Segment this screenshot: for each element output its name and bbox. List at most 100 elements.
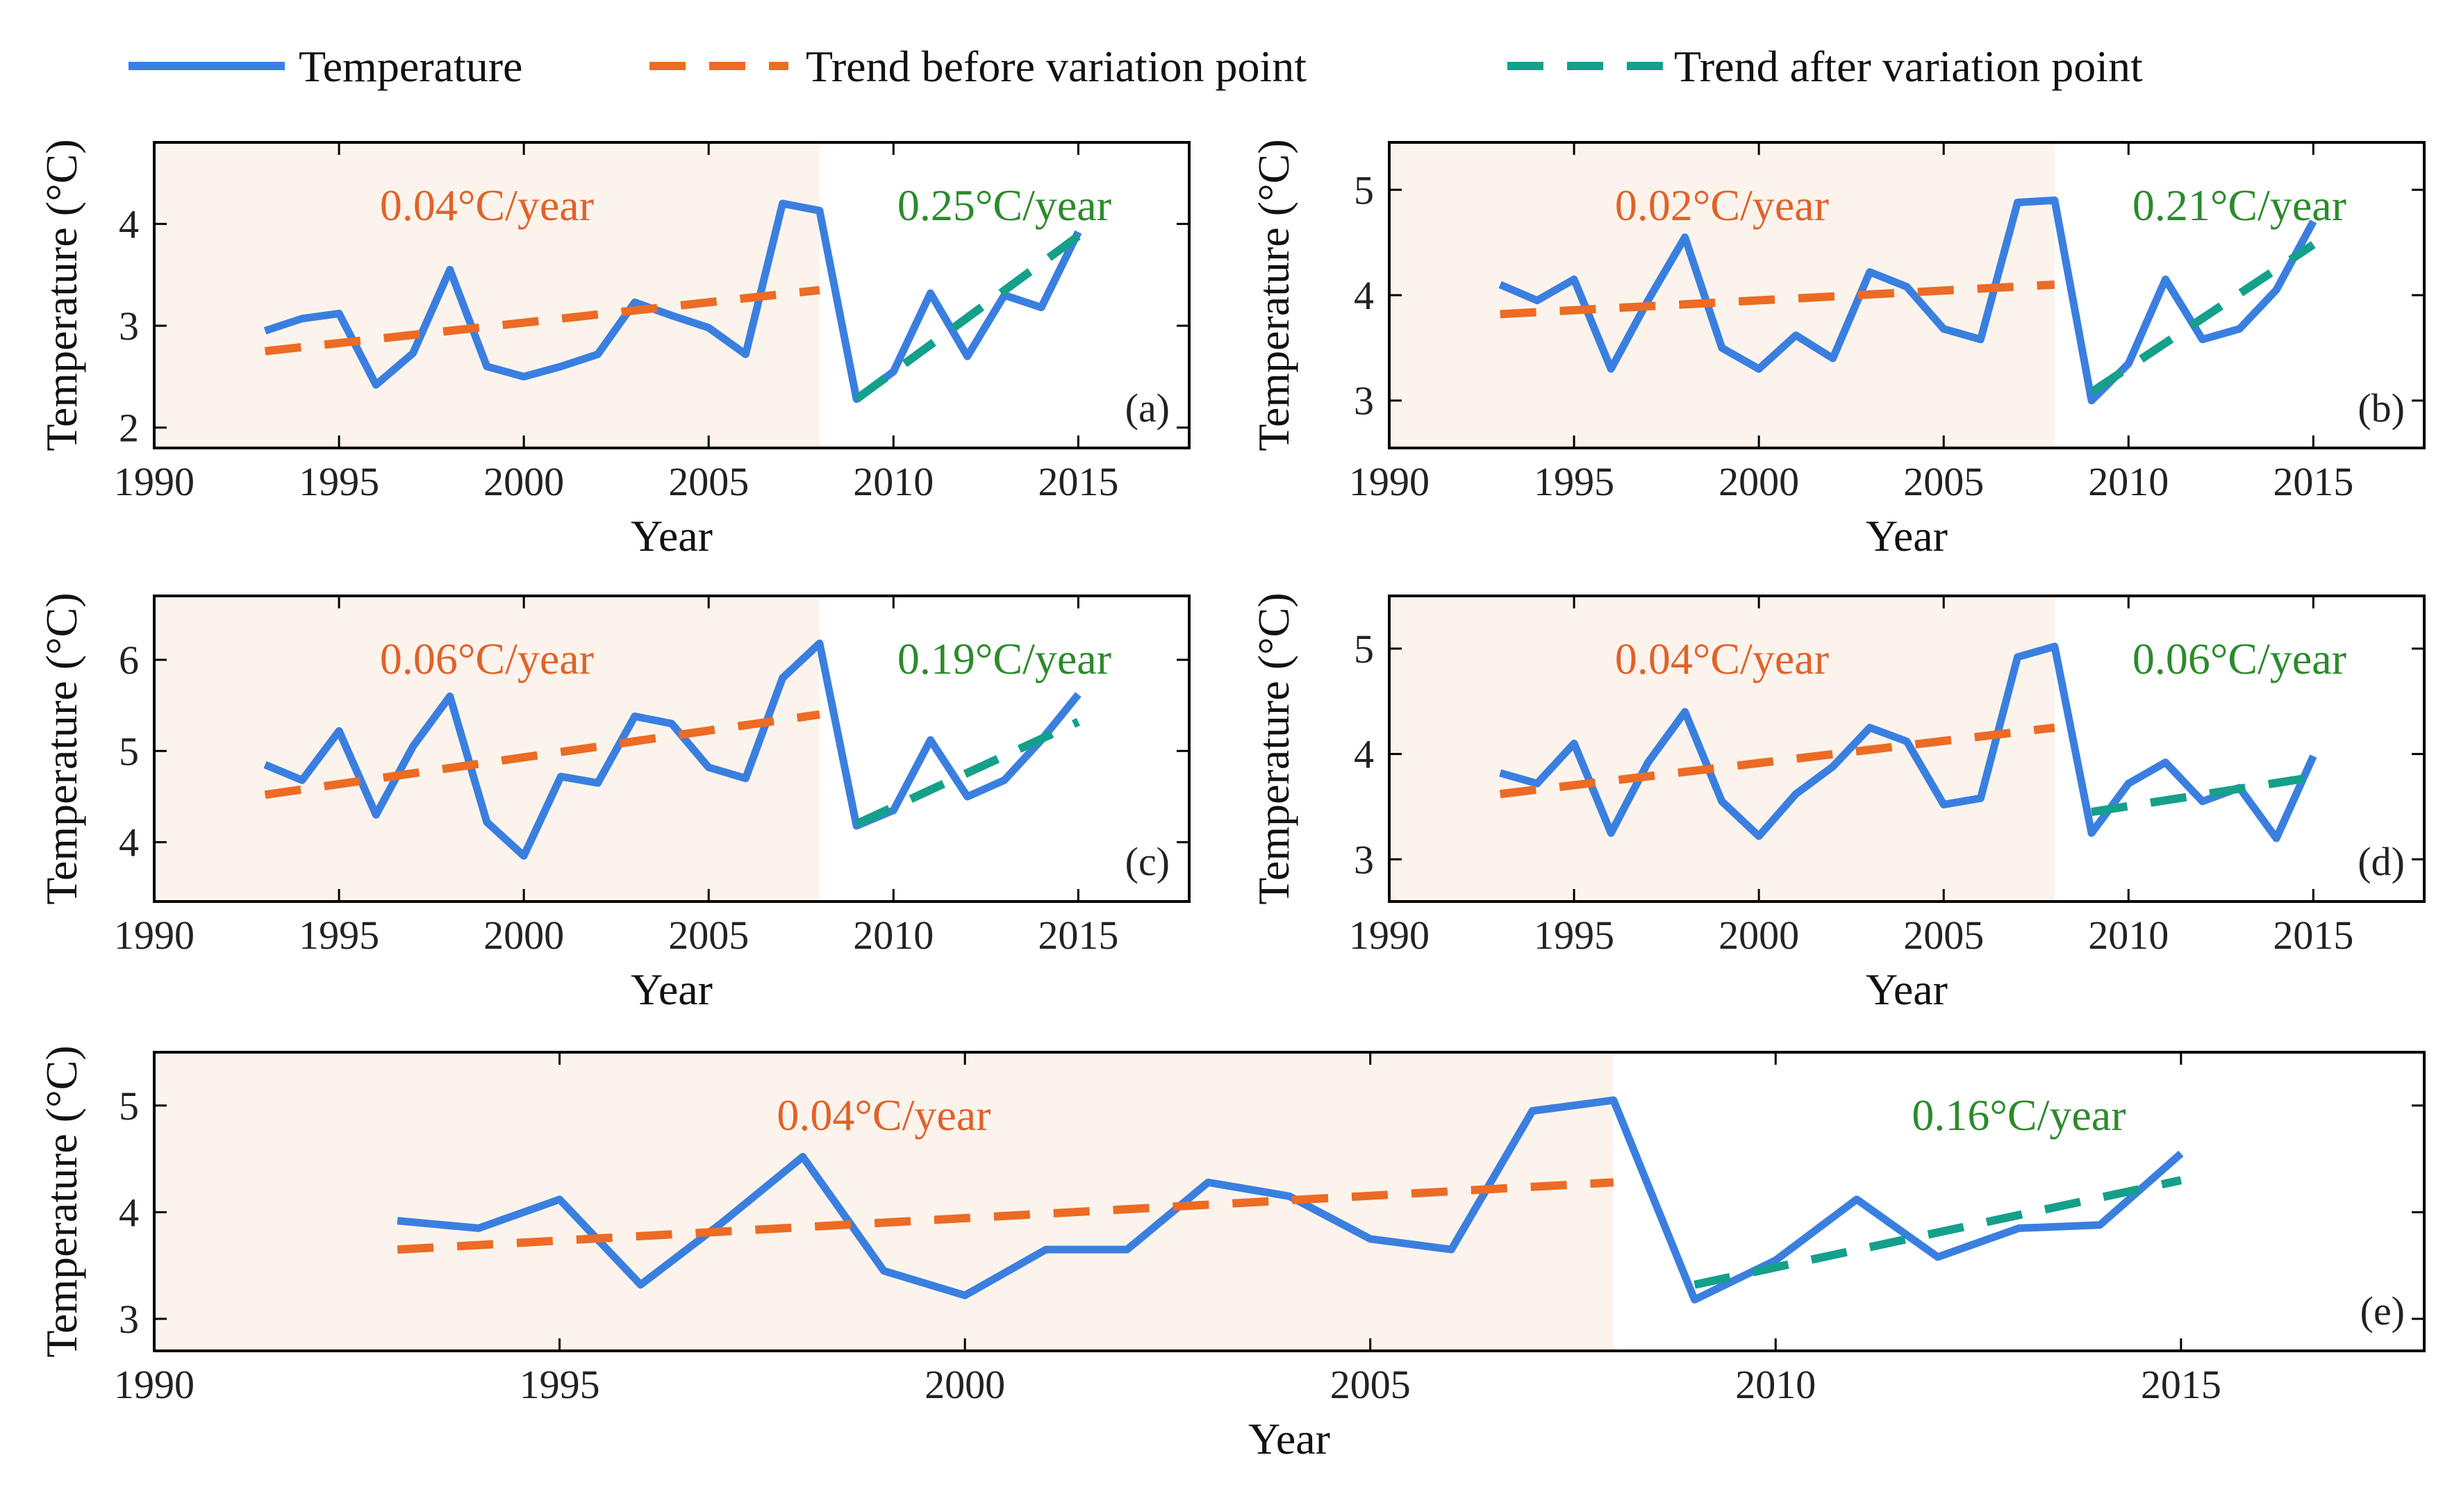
y-tick-label: 3 — [1354, 837, 1374, 882]
x-axis-label: Year — [631, 965, 713, 1014]
pre-variation-region — [1389, 596, 2055, 902]
y-tick-label: 4 — [119, 820, 139, 865]
panel-label: (c) — [1125, 839, 1170, 884]
axes-frame — [1388, 141, 2426, 449]
x-tick-label: 2005 — [1903, 913, 1984, 958]
y-axis-label: Temperature (°C) — [37, 592, 86, 904]
legend-label-temperature: Temperature — [299, 42, 522, 91]
x-tick-label: 2000 — [483, 913, 564, 958]
rate-after-label: 0.19°C/year — [897, 634, 1111, 683]
x-tick-label: 1995 — [1534, 459, 1614, 504]
y-tick-label: 5 — [1354, 167, 1374, 213]
rate-before-label: 0.04°C/year — [777, 1090, 991, 1140]
trend-after-line — [854, 233, 1081, 403]
y-tick-label: 3 — [1354, 379, 1374, 424]
axes-frame — [153, 1051, 2426, 1352]
x-tick-label: 2015 — [2273, 459, 2353, 504]
panel-label: (a) — [1125, 385, 1170, 431]
panel-d: 1990 1995 2000 2005 2010 2015 3 4 5 0.04°C/year 0.… — [1249, 592, 2426, 1014]
panel-a: 1990 1995 2000 2005 2010 2015 2 3 4 0.04°C/year 0.… — [37, 139, 1191, 560]
x-tick-label: 2010 — [2088, 459, 2169, 504]
x-tick-label: 2005 — [1330, 1362, 1411, 1407]
x-tick-label: 2015 — [2141, 1362, 2221, 1407]
x-tick-label: 1995 — [299, 913, 379, 958]
y-tick-label: 6 — [119, 638, 139, 683]
pre-variation-region — [154, 596, 820, 902]
y-tick-label: 4 — [1354, 732, 1374, 777]
panels: 1990 1995 2000 2005 2010 2015 2 3 4 0.04°C/year 0.… — [37, 139, 2426, 1463]
x-tick-label: 2005 — [668, 913, 749, 958]
panel-b: 1990 1995 2000 2005 2010 2015 3 4 5 0.02°C/year 0.… — [1249, 139, 2426, 560]
x-tick-label: 2005 — [1903, 459, 1984, 504]
temperature-series-line — [397, 1096, 2184, 1304]
temperature-series-line — [263, 199, 1082, 404]
trend-before-line — [264, 710, 820, 799]
rate-after-label: 0.06°C/year — [2132, 634, 2346, 683]
panel-label: (b) — [2358, 385, 2405, 431]
x-tick-label: 2015 — [2273, 913, 2353, 958]
x-tick-label: 1995 — [520, 1362, 600, 1407]
legend-label-trend-after: Trend after variation point — [1674, 42, 2143, 91]
x-tick-label: 1990 — [1349, 459, 1430, 504]
x-axis-label: Year — [1866, 511, 1948, 560]
temperature-series-line — [1498, 196, 2317, 405]
y-tick-label: 5 — [119, 729, 139, 774]
legend: Temperature Trend before variation point… — [129, 42, 2143, 91]
y-axis-label: Temperature (°C) — [1249, 139, 1298, 451]
x-tick-label: 2010 — [1735, 1362, 1816, 1407]
x-tick-label: 2010 — [2088, 913, 2169, 958]
trend-before-line — [1499, 723, 2055, 799]
axes-frame — [153, 595, 1191, 903]
pre-variation-region — [1389, 142, 2055, 448]
axes-frame — [1388, 595, 2426, 903]
y-axis-label: Temperature (°C) — [37, 139, 86, 451]
y-tick-label: 4 — [1354, 273, 1374, 318]
x-axis-label: Year — [1248, 1414, 1330, 1463]
trend-after-line — [2091, 773, 2314, 816]
y-tick-label: 4 — [119, 201, 139, 247]
trend-after-line — [854, 717, 1080, 828]
trend-before-line — [1500, 280, 2055, 319]
x-tick-label: 2010 — [853, 913, 934, 958]
x-axis-label: Year — [1866, 965, 1948, 1014]
pre-variation-region — [154, 1052, 1614, 1351]
x-tick-label: 2015 — [1038, 913, 1118, 958]
x-tick-label: 2005 — [668, 459, 749, 504]
x-tick-label: 2000 — [925, 1362, 1005, 1407]
x-tick-label: 2000 — [1718, 459, 1799, 504]
panel-label: (e) — [2360, 1288, 2405, 1334]
x-axis-label: Year — [631, 511, 713, 560]
y-axis-label: Temperature (°C) — [37, 1045, 86, 1357]
panel-e: 1990 1995 2000 2005 2010 2015 3 4 5 0.04°C/year 0.… — [37, 1045, 2426, 1463]
trend-after-line — [1693, 1176, 2182, 1289]
rate-before-label: 0.06°C/year — [380, 634, 594, 683]
x-tick-label: 1995 — [1534, 913, 1614, 958]
x-tick-label: 2015 — [1038, 459, 1118, 504]
y-axis-label: Temperature (°C) — [1249, 592, 1298, 904]
axes-frame — [153, 141, 1191, 449]
rate-after-label: 0.25°C/year — [897, 181, 1111, 230]
rate-after-label: 0.16°C/year — [1912, 1090, 2126, 1140]
x-tick-label: 2000 — [1718, 913, 1799, 958]
y-tick-label: 4 — [119, 1190, 139, 1235]
y-tick-label: 5 — [1354, 626, 1374, 672]
rate-before-label: 0.04°C/year — [1615, 634, 1829, 683]
temperature-series-line — [263, 639, 1082, 860]
pre-variation-region — [154, 142, 820, 448]
x-tick-label: 2010 — [853, 459, 934, 504]
x-tick-label: 1990 — [114, 459, 194, 504]
trend-before-line — [264, 285, 820, 356]
x-tick-label: 1995 — [299, 459, 379, 504]
y-tick-label: 2 — [119, 406, 139, 451]
y-tick-label: 3 — [119, 304, 139, 349]
rate-after-label: 0.21°C/year — [2132, 181, 2346, 230]
x-tick-label: 1990 — [114, 1362, 194, 1407]
y-tick-label: 3 — [119, 1297, 139, 1342]
trend-before-line — [397, 1178, 1614, 1254]
panel-c: 1990 1995 2000 2005 2010 2015 4 5 6 0.06°C/year 0.… — [37, 592, 1191, 1014]
x-tick-label: 1990 — [114, 913, 194, 958]
rate-before-label: 0.04°C/year — [380, 181, 594, 230]
trend-after-line — [2089, 241, 2316, 396]
x-tick-label: 2000 — [483, 459, 564, 504]
